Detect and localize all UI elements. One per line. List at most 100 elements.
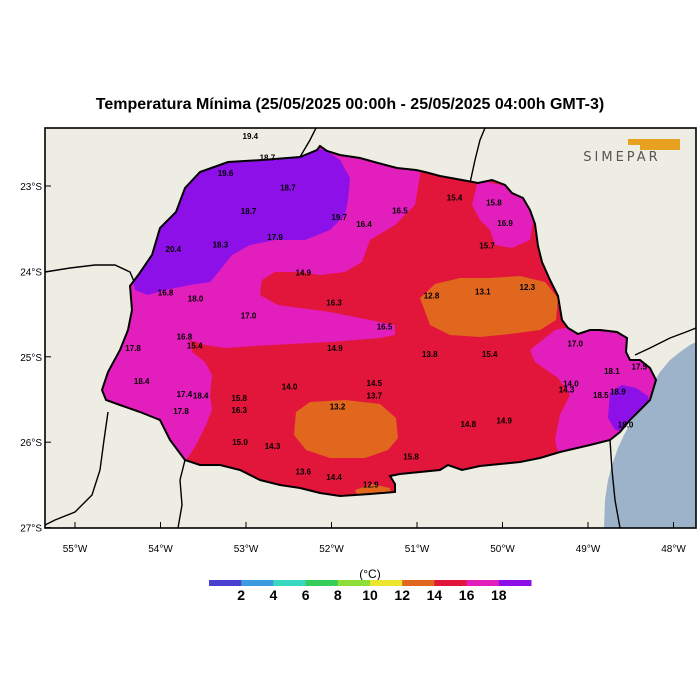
legend-swatch bbox=[402, 580, 435, 586]
station-value: 18.0 bbox=[188, 294, 204, 303]
station-value: 16.4 bbox=[356, 220, 372, 229]
lat-tick-label: 24°S bbox=[20, 267, 42, 278]
legend-label: 12 bbox=[394, 587, 410, 603]
station-value: 17.8 bbox=[173, 407, 189, 416]
station-value: 18.7 bbox=[280, 183, 296, 192]
station-value: 14.5 bbox=[367, 379, 383, 388]
legend-swatch bbox=[498, 580, 532, 586]
station-value: 14.0 bbox=[563, 380, 579, 389]
station-value: 18.9 bbox=[610, 387, 626, 396]
lat-tick-label: 27°S bbox=[20, 524, 42, 535]
station-value: 17.8 bbox=[125, 344, 141, 353]
station-value: 14.3 bbox=[559, 386, 575, 395]
station-value: 12.3 bbox=[520, 283, 536, 292]
station-value: 18.0 bbox=[618, 421, 634, 430]
station-value: 15.8 bbox=[486, 199, 502, 208]
legend-label: 18 bbox=[491, 587, 507, 603]
legend-swatch bbox=[305, 580, 339, 586]
legend-swatch bbox=[466, 580, 500, 586]
station-value: 16.8 bbox=[177, 333, 193, 342]
legend-swatch bbox=[273, 580, 307, 586]
station-value: 17.5 bbox=[632, 363, 648, 372]
legend-label: 8 bbox=[334, 587, 342, 603]
legend-swatch bbox=[370, 580, 403, 586]
station-value: 17.0 bbox=[241, 311, 257, 320]
station-value: 15.8 bbox=[403, 452, 419, 461]
legend-label: 14 bbox=[427, 587, 443, 603]
legend-label: 2 bbox=[237, 587, 245, 603]
station-value: 18.4 bbox=[193, 392, 209, 401]
station-value: 13.8 bbox=[422, 350, 438, 359]
station-value: 13.2 bbox=[330, 403, 346, 412]
station-value: 14.4 bbox=[326, 473, 342, 482]
station-value: 16.3 bbox=[231, 406, 247, 415]
station-value: 18.1 bbox=[604, 367, 620, 376]
axis-ticks: 23°S 24°S 25°S 26°S 27°S 55°W 54°W 53°W 52°W 51°W… bbox=[20, 182, 686, 555]
simepar-logo-icon: SIMEPAR bbox=[583, 139, 680, 165]
station-value: 15.0 bbox=[232, 438, 248, 447]
field-12-14-south bbox=[294, 400, 398, 458]
lon-tick-label: 48°W bbox=[661, 544, 686, 555]
station-value: 17.0 bbox=[567, 340, 583, 349]
station-value: 18.3 bbox=[213, 241, 229, 250]
station-value: 16.5 bbox=[392, 206, 408, 215]
field-12-14-center bbox=[420, 276, 558, 337]
station-value: 14.9 bbox=[327, 344, 343, 353]
station-value: 13.6 bbox=[296, 468, 312, 477]
lon-tick-label: 55°W bbox=[63, 544, 88, 555]
lon-tick-label: 52°W bbox=[319, 544, 344, 555]
map-frame bbox=[44, 127, 697, 529]
station-value: 14.0 bbox=[282, 382, 298, 391]
lat-tick-label: 23°S bbox=[20, 182, 42, 193]
station-value: 15.4 bbox=[187, 341, 203, 350]
legend-label: 4 bbox=[270, 587, 278, 603]
station-value: 19.4 bbox=[243, 132, 259, 141]
lon-tick-label: 50°W bbox=[490, 544, 515, 555]
field-12-14-border bbox=[355, 484, 392, 496]
map-title: Temperatura Mínima (25/05/2025 00:00h - … bbox=[95, 96, 605, 113]
logo-text: SIMEPAR bbox=[583, 150, 660, 165]
legend-swatch bbox=[434, 580, 468, 586]
station-value: 15.4 bbox=[482, 350, 498, 359]
field-16-18-north bbox=[472, 180, 533, 248]
station-value: 20.4 bbox=[166, 245, 182, 254]
legend-unit: (°C) bbox=[359, 567, 380, 581]
station-values: 19.4 18.7 19.6 18.7 18.7 19.7 16.4 16.5 15.4 15.8… bbox=[125, 132, 647, 490]
station-value: 15.7 bbox=[479, 241, 495, 250]
station-value: 16.8 bbox=[158, 288, 174, 297]
lat-tick-label: 26°S bbox=[20, 438, 42, 449]
station-value: 13.7 bbox=[367, 392, 383, 401]
lat-tick-label: 25°S bbox=[20, 353, 42, 364]
lon-tick-label: 49°W bbox=[576, 544, 601, 555]
legend-label: 16 bbox=[459, 587, 475, 603]
station-value: 18.7 bbox=[241, 207, 257, 216]
station-value: 12.8 bbox=[424, 292, 440, 301]
station-value: 19.6 bbox=[218, 169, 234, 178]
station-value: 13.1 bbox=[475, 288, 491, 297]
legend-swatch bbox=[337, 580, 371, 586]
station-value: 12.9 bbox=[363, 481, 379, 490]
legend-swatch bbox=[209, 580, 242, 586]
station-value: 14.9 bbox=[296, 269, 312, 278]
station-value: 14.3 bbox=[265, 442, 281, 451]
station-value: 15.8 bbox=[231, 394, 247, 403]
station-value: 14.8 bbox=[461, 420, 477, 429]
station-value: 15.4 bbox=[447, 194, 463, 203]
station-value: 18.5 bbox=[593, 391, 609, 400]
station-value: 17.4 bbox=[177, 390, 193, 399]
legend-swatch bbox=[241, 580, 274, 586]
station-value: 14.9 bbox=[496, 416, 512, 425]
legend-label: 6 bbox=[302, 587, 310, 603]
neighbor-boundaries bbox=[45, 128, 696, 528]
lon-tick-label: 53°W bbox=[234, 544, 259, 555]
lon-tick-label: 54°W bbox=[148, 544, 173, 555]
station-value: 18.7 bbox=[260, 153, 276, 162]
ocean-area bbox=[604, 342, 696, 528]
legend-label: 10 bbox=[362, 587, 378, 603]
color-legend: 2 4 6 8 10 12 14 16 18 bbox=[209, 580, 532, 603]
station-value: 17.9 bbox=[267, 233, 283, 242]
station-value: 16.9 bbox=[497, 219, 513, 228]
station-value: 16.5 bbox=[377, 323, 393, 332]
station-value: 18.4 bbox=[134, 377, 150, 386]
